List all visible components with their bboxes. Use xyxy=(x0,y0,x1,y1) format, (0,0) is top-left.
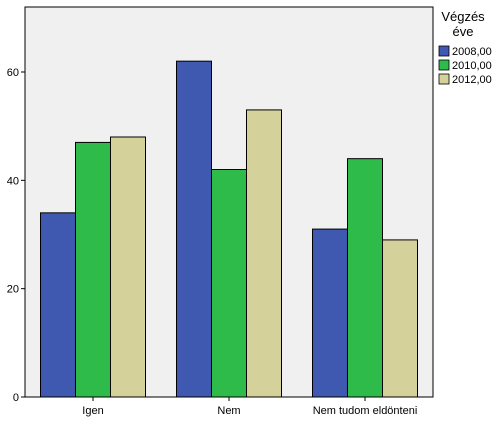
bar-igen-2010 xyxy=(75,141,111,398)
bar-nem-tudom-eld-nteni-2012 xyxy=(382,239,418,398)
legend-title-line-1: Végzés xyxy=(441,9,485,24)
bar-igen-2012 xyxy=(110,136,146,398)
y-axis: 0 20 40 60 xyxy=(7,67,25,404)
y-tick-label: 20 xyxy=(7,284,19,296)
bar-nem-tudom-eld-nteni-2010 xyxy=(347,158,383,398)
bar-nem-2010 xyxy=(211,169,247,398)
legend-title-line-2: éve xyxy=(453,24,474,39)
legend-label-2010: 2010,00 xyxy=(452,60,492,72)
x-category-label: Nem xyxy=(217,405,240,417)
x-category-label: Igen xyxy=(82,405,103,417)
legend-label-2008: 2008,00 xyxy=(452,46,492,58)
bars-layer xyxy=(40,60,418,398)
legend-swatch-2010 xyxy=(438,59,450,71)
bar-igen-2008 xyxy=(40,212,76,398)
legend-label-2012: 2012,00 xyxy=(452,74,492,86)
bar-nem-2008 xyxy=(176,60,212,398)
bar-nem-2012 xyxy=(246,109,282,398)
legend-swatch-2012 xyxy=(438,73,450,85)
x-axis: Igen Nem Nem tudom eldönteni xyxy=(82,397,417,417)
legend-swatch-2008 xyxy=(438,45,450,57)
y-tick-label: 40 xyxy=(7,175,19,187)
x-category-label: Nem tudom eldönteni xyxy=(313,405,418,417)
legend: Végzés éve 2008,00 2010,00 2012,00 xyxy=(438,9,492,86)
bar-nem-tudom-eld-nteni-2008 xyxy=(312,228,348,398)
y-tick-label: 60 xyxy=(7,67,19,79)
y-tick-label: 0 xyxy=(13,392,19,404)
